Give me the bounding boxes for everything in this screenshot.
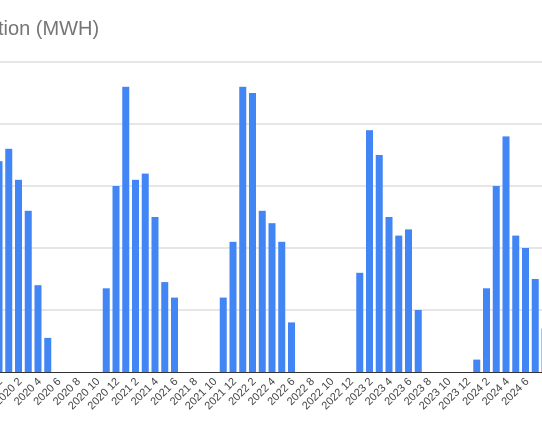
bar[interactable]	[141, 173, 149, 372]
bar[interactable]	[122, 86, 130, 373]
bar[interactable]	[15, 179, 22, 372]
bar[interactable]	[366, 130, 373, 372]
bar[interactable]	[239, 86, 247, 373]
bar[interactable]	[522, 248, 529, 372]
bar[interactable]	[288, 322, 295, 372]
bar[interactable]	[112, 186, 120, 372]
bar[interactable]	[44, 337, 52, 372]
bar[interactable]	[24, 210, 32, 372]
bar[interactable]	[102, 288, 110, 372]
bar[interactable]	[473, 359, 481, 372]
bar[interactable]	[492, 186, 500, 372]
bar[interactable]	[0, 161, 3, 372]
bar[interactable]	[219, 297, 227, 372]
bar[interactable]	[258, 210, 266, 372]
bar[interactable]	[34, 285, 42, 372]
bar[interactable]	[278, 241, 286, 372]
bar[interactable]	[151, 217, 159, 372]
bar[interactable]	[132, 179, 139, 372]
chart-title: tion (MWH)	[0, 18, 100, 40]
bar[interactable]	[531, 279, 539, 372]
bar[interactable]	[229, 241, 237, 372]
bar[interactable]	[512, 235, 520, 372]
bar[interactable]	[395, 235, 403, 372]
bar[interactable]	[385, 217, 393, 372]
bar[interactable]	[161, 282, 169, 372]
bar[interactable]	[171, 297, 178, 372]
bar[interactable]	[502, 136, 510, 372]
bar[interactable]	[375, 155, 383, 372]
bar[interactable]	[405, 229, 412, 372]
bar[interactable]	[5, 148, 13, 372]
bar[interactable]	[356, 272, 364, 372]
bar[interactable]	[414, 310, 422, 372]
bar[interactable]	[249, 93, 256, 372]
bar[interactable]	[268, 223, 276, 372]
bar[interactable]	[483, 288, 490, 372]
